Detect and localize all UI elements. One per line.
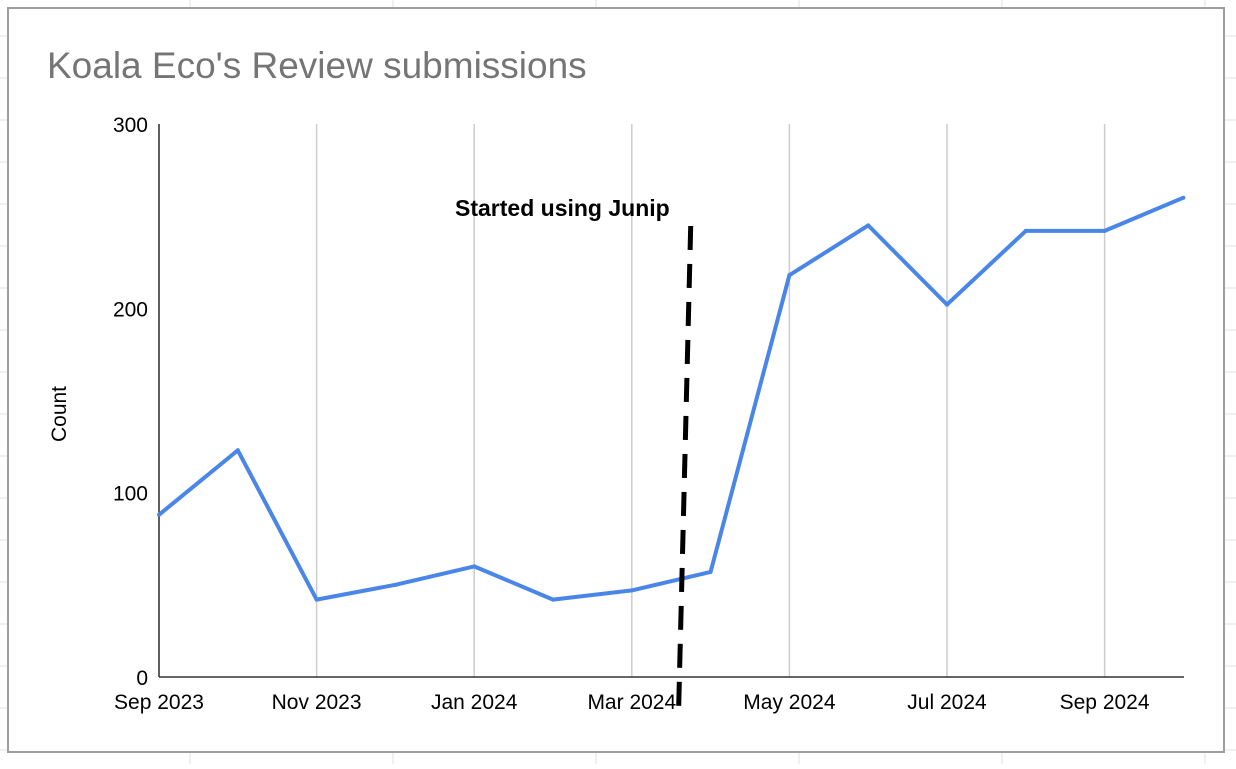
vertical-gridlines: [158, 124, 1106, 677]
chart-frame: [7, 7, 1225, 753]
data-point: [1181, 195, 1186, 200]
x-tick-label: Nov 2023: [272, 691, 362, 714]
chart-title: Koala Eco's Review submissions: [47, 45, 587, 86]
annotation-line: [676, 225, 694, 707]
y-tick-label: 200: [113, 298, 148, 321]
data-point: [235, 448, 240, 453]
tick-labels: 0 100 200 300 Sep 2023 Nov 2023 Jan 2024 Mar 20…: [113, 114, 1150, 714]
data-point: [472, 564, 477, 569]
series: [157, 195, 1186, 602]
axes: [158, 124, 1184, 678]
y-tick-label: 0: [136, 667, 148, 690]
x-tick-label: Jan 2024: [431, 691, 518, 714]
x-tick-label: Sep 2023: [114, 691, 204, 714]
data-point: [157, 512, 161, 517]
data-point: [393, 582, 398, 587]
data-point: [787, 273, 792, 278]
data-point: [708, 569, 713, 574]
y-tick-label: 100: [113, 483, 148, 506]
data-point: [629, 588, 634, 593]
data-point: [1023, 228, 1028, 233]
data-point: [945, 302, 949, 307]
x-tick-label: Sep 2024: [1060, 691, 1150, 714]
y-tick-label: 300: [113, 114, 148, 137]
x-tick-label: Mar 2024: [587, 691, 676, 714]
data-point: [866, 223, 871, 228]
data-point: [551, 597, 555, 602]
annotations: Started using Junip: [455, 195, 694, 707]
data-point: [314, 597, 319, 602]
x-tick-label: May 2024: [743, 691, 836, 714]
data-point: [1102, 228, 1107, 233]
y-axis-label: Count: [48, 386, 71, 442]
series-line: [157, 195, 1185, 602]
x-tick-label: Jul 2024: [907, 691, 987, 714]
annotation-label: Started using Junip: [455, 195, 670, 221]
